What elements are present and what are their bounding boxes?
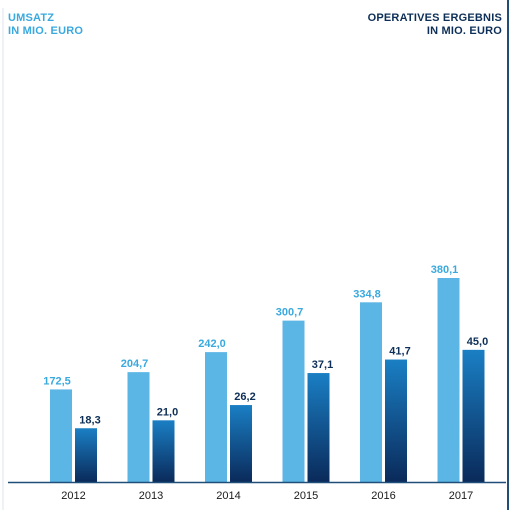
umsatz-value-label-2013: 204,7 xyxy=(121,358,149,370)
umsatz-bar-2014 xyxy=(205,352,227,482)
x-tick-2014: 2014 xyxy=(216,490,240,502)
umsatz-bar-2012 xyxy=(50,389,72,482)
umsatz-value-label-2016: 334,8 xyxy=(353,288,381,300)
umsatz-legend: UMSATZ IN MIO. EURO xyxy=(8,12,83,38)
ergebnis-value-label-2015: 37,1 xyxy=(312,359,333,371)
umsatz-legend-line2: IN MIO. EURO xyxy=(8,25,84,37)
x-tick-2017: 2017 xyxy=(449,490,473,502)
x-tick-2016: 2016 xyxy=(371,490,395,502)
umsatz-bar-2015 xyxy=(282,320,305,482)
x-tick-2015: 2015 xyxy=(294,490,318,502)
umsatz-bar-2016 xyxy=(360,302,382,482)
ergebnis-value-label-2016: 41,7 xyxy=(389,346,410,358)
ergebnis-value-label-2012: 18,3 xyxy=(79,414,100,426)
ergebnis-legend-line1: OPERATIVES ERGEBNIS xyxy=(367,12,502,24)
ergebnis-bar-2013 xyxy=(152,420,175,482)
ergebnis-value-label-2017: 45,0 xyxy=(467,336,488,348)
ergebnis-legend: OPERATIVES ERGEBNIS IN MIO. EURO xyxy=(368,12,502,38)
umsatz-bar-2017 xyxy=(437,278,460,482)
umsatz-value-label-2017: 380,1 xyxy=(431,264,459,276)
ergebnis-value-label-2013: 21,0 xyxy=(157,406,178,418)
umsatz-bar-2013 xyxy=(127,372,150,482)
ergebnis-bar-2017 xyxy=(462,349,485,482)
left-edge xyxy=(2,8,4,510)
right-border xyxy=(507,0,509,510)
umsatz-value-label-2015: 300,7 xyxy=(276,307,304,319)
x-tick-labels: 2012 2013 2014 2015 2016 2017 xyxy=(61,490,473,502)
ergebnis-value-label-2014: 26,2 xyxy=(234,391,255,403)
umsatz-legend-line1: UMSATZ xyxy=(8,12,55,24)
umsatz-value-label-2014: 242,0 xyxy=(198,338,226,350)
bars-group: 172,5 18,3 204,7 21,0 242,0 26,2 300,7 37,1 334,… xyxy=(43,264,488,482)
ergebnis-legend-line2: IN MIO. EURO xyxy=(426,25,502,37)
ergebnis-bar-2015 xyxy=(307,373,330,482)
ergebnis-bar-2012 xyxy=(75,428,97,482)
ergebnis-bar-2014 xyxy=(230,405,252,482)
x-tick-2013: 2013 xyxy=(139,490,163,502)
umsatz-value-label-2012: 172,5 xyxy=(43,375,71,387)
x-tick-2012: 2012 xyxy=(61,490,85,502)
ergebnis-bar-2016 xyxy=(385,359,407,482)
